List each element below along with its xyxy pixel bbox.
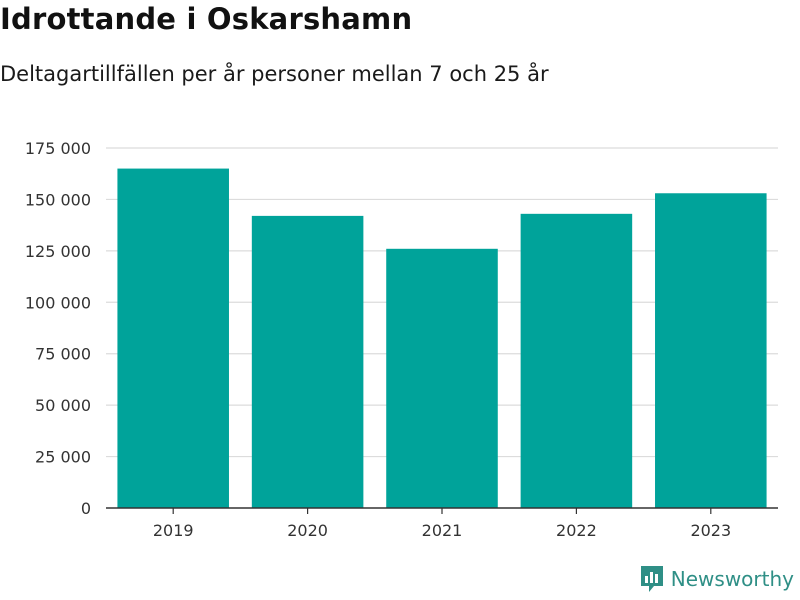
bars <box>117 168 767 509</box>
x-tick-label: 2020 <box>287 521 328 540</box>
x-tick-label: 2019 <box>153 521 194 540</box>
chart-title: Idrottande i Oskarshamn <box>0 2 413 36</box>
x-tick-label: 2022 <box>556 521 597 540</box>
brand-name: Newsworthy <box>670 567 794 591</box>
y-tick-label: 150 000 <box>25 190 91 209</box>
bar-2019 <box>117 168 229 509</box>
bar-2020 <box>251 215 364 508</box>
x-tick-label: 2021 <box>422 521 463 540</box>
y-tick-label: 25 000 <box>35 448 91 467</box>
chart-subtitle: Deltagartillfällen per år personer mella… <box>0 62 549 86</box>
y-tick-label: 125 000 <box>25 242 91 261</box>
bar-2023 <box>655 193 767 508</box>
newsworthy-logo-icon <box>640 566 663 592</box>
brand-logo: Newsworthy <box>639 564 794 594</box>
y-tick-label: 100 000 <box>25 293 91 312</box>
y-tick-label: 50 000 <box>35 396 91 415</box>
y-tick-label: 75 000 <box>35 345 91 364</box>
y-tick-label: 175 000 <box>25 139 91 158</box>
bar-2021 <box>386 248 498 509</box>
x-tick-label: 2023 <box>690 521 731 540</box>
bar-2022 <box>520 213 633 509</box>
y-tick-label: 0 <box>81 499 91 518</box>
x-axis-ticks: 2019 2020 2021 2022 2023 <box>153 508 731 540</box>
y-axis-ticks: 0 25 000 50 000 75 000 100 000 125 000 150 000… <box>25 139 91 518</box>
